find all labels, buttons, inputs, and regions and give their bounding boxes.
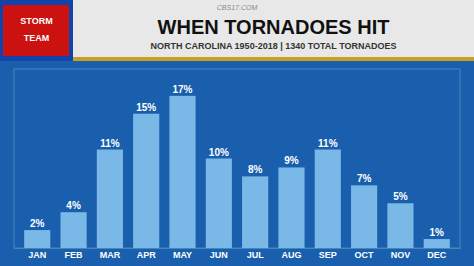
data-label: 11% (100, 138, 120, 149)
x-tick: FEB (65, 250, 84, 260)
x-tick-label: DEC (427, 250, 447, 260)
chart-svg: CBS17.COM STORM TEAM WHEN TORNADOES HIT NORT… (0, 0, 474, 266)
bar (60, 212, 86, 248)
x-tick: AUG (281, 250, 301, 260)
plot: JAN FEB MAR APR MAY JUN JUL AUG SEP OCT NOV DEC 2% 4%… (14, 69, 461, 260)
x-tick-label: JUL (247, 250, 265, 260)
data-label: 5% (393, 191, 408, 202)
bars (24, 96, 450, 248)
data-label: 17% (173, 84, 193, 95)
data-label: 9% (284, 155, 299, 166)
x-tick: NOV (391, 250, 411, 260)
x-tick-label: FEB (65, 250, 84, 260)
x-tick-label: OCT (355, 250, 375, 260)
logo-text: STORM (20, 16, 52, 26)
bar (169, 96, 195, 248)
x-tick: JUL (247, 250, 265, 260)
subtitle: NORTH CAROLINA 1950-2018 | 1340 TOTAL TO… (150, 41, 396, 51)
bar (206, 159, 232, 249)
bar (315, 150, 341, 248)
x-tick: OCT (355, 250, 375, 260)
x-tick: JAN (28, 250, 46, 260)
x-tick: SEP (319, 250, 337, 260)
x-tick-label: MAR (100, 250, 121, 260)
bar (133, 114, 159, 248)
bar (278, 167, 304, 248)
bar (97, 150, 123, 248)
background (0, 0, 474, 266)
bar (424, 239, 450, 248)
x-axis: JAN FEB MAR APR MAY JUN JUL AUG SEP OCT NOV DEC (15, 249, 461, 261)
logo-box (0, 0, 73, 61)
x-tick: MAY (173, 250, 192, 260)
x-tick-label: SEP (319, 250, 337, 260)
x-tick: JUN (210, 250, 228, 260)
x-tick-label: JAN (28, 250, 46, 260)
x-tick-label: JUN (210, 250, 228, 260)
x-tick-label: AUG (281, 250, 301, 260)
data-label: 8% (248, 164, 263, 175)
x-tick-label: NOV (391, 250, 411, 260)
plot-frame (14, 69, 460, 248)
bar (242, 176, 268, 248)
title: WHEN TORNADOES HIT (158, 16, 390, 38)
x-tick-label: APR (137, 250, 157, 260)
data-label: 15% (136, 102, 156, 113)
data-label: 2% (30, 218, 45, 229)
header: CBS17.COM STORM TEAM WHEN TORNADOES HIT NORT… (0, 0, 474, 61)
website: CBS17.COM (217, 4, 258, 11)
data-label: 1% (430, 227, 445, 238)
data-label: 10% (209, 147, 229, 158)
logo-text: TEAM (24, 33, 50, 43)
data-label: 7% (357, 173, 372, 184)
bar (351, 185, 377, 248)
header-background (0, 0, 474, 61)
x-tick: MAR (100, 250, 121, 260)
data-label: 11% (318, 138, 338, 149)
logo-inner (3, 5, 69, 56)
bar (387, 203, 413, 248)
data-label: 4% (66, 200, 81, 211)
x-axis-line (15, 248, 461, 249)
x-tick-label: MAY (173, 250, 192, 260)
data-labels: 2% 4% 11% 15% 17% 10% 8% 9% 11% 7% 5% 1% (30, 84, 444, 238)
bar (24, 230, 50, 248)
x-tick: APR (137, 250, 157, 260)
x-tick: DEC (427, 250, 447, 260)
